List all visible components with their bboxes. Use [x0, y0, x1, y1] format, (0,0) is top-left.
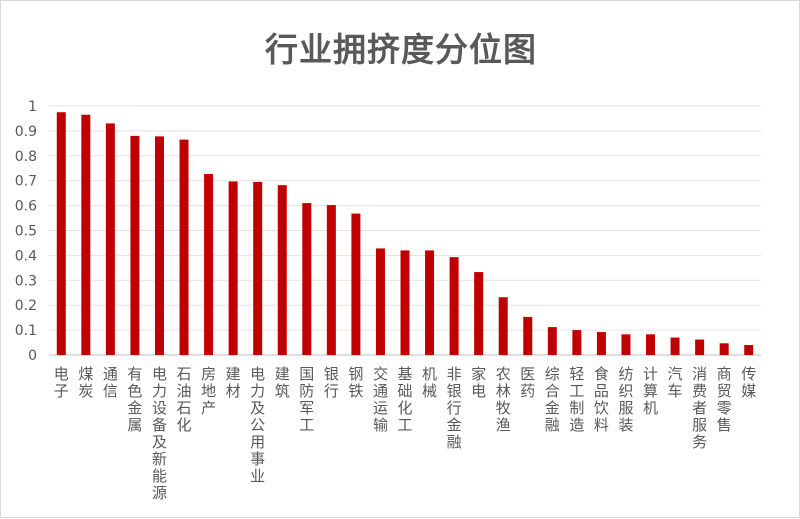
- x-tick-label: 食品饮料: [594, 365, 609, 434]
- bar: [744, 345, 754, 355]
- bar: [425, 250, 435, 355]
- bar: [400, 250, 410, 355]
- bar: [474, 272, 484, 355]
- bar: [670, 337, 680, 355]
- chart-title: 行业拥挤度分位图: [265, 30, 537, 69]
- bar: [351, 213, 361, 355]
- y-tick-label: 0: [28, 348, 37, 364]
- bar: [81, 114, 91, 355]
- x-tick-label: 建材: [226, 365, 241, 400]
- x-tick-label: 国防军工: [299, 365, 314, 434]
- bar: [302, 203, 312, 355]
- x-tick-label: 轻工制造: [569, 365, 584, 434]
- x-tick-label: 基础化工: [397, 365, 412, 434]
- x-tick-label: 电力及公用事业: [250, 365, 265, 485]
- x-tick-label: 汽车: [668, 365, 683, 400]
- bar: [375, 248, 385, 355]
- y-tick-label: 0.2: [15, 298, 37, 314]
- y-tick-label: 0.1: [15, 323, 37, 339]
- x-tick-label: 有色金属: [127, 365, 142, 434]
- bar: [105, 123, 115, 356]
- x-tick-label: 钢铁: [348, 365, 363, 400]
- y-tick-label: 1: [28, 99, 37, 115]
- bar: [621, 334, 631, 355]
- bar: [695, 339, 705, 355]
- y-tick-label: 0.9: [15, 124, 37, 140]
- bar: [277, 185, 287, 355]
- x-tick-label: 非银行金融: [447, 365, 462, 451]
- x-tick-label: 纺织服装: [618, 365, 633, 434]
- x-tick-label: 电子: [54, 365, 69, 400]
- bar: [523, 316, 533, 355]
- x-tick-label: 建筑: [275, 365, 290, 400]
- x-tick-label: 消费者服务: [692, 365, 707, 451]
- x-tick-label: 交通运输: [373, 365, 388, 434]
- x-tick-label: 计算机: [643, 365, 658, 417]
- bar: [572, 330, 582, 355]
- y-tick-label: 0.4: [15, 248, 37, 264]
- bar: [154, 136, 164, 355]
- x-tick-label: 商贸零售: [717, 365, 732, 434]
- bar: [179, 139, 189, 355]
- bar: [646, 334, 656, 355]
- x-tick-label: 综合金融: [545, 365, 560, 434]
- bar: [719, 343, 729, 355]
- x-tick-label: 石油石化: [177, 365, 192, 434]
- y-tick-label: 0.6: [15, 199, 37, 215]
- bar: [326, 205, 336, 355]
- x-tick-label: 电力设备及新能源: [152, 365, 167, 502]
- x-tick-label: 医药: [520, 365, 535, 400]
- y-tick-label: 0.5: [15, 224, 37, 240]
- x-tick-label: 煤炭: [78, 365, 93, 400]
- bar: [204, 173, 214, 355]
- bar: [449, 257, 459, 355]
- bar: [498, 297, 508, 355]
- x-tick-label: 房地产: [201, 365, 216, 417]
- y-tick-label: 0.7: [15, 174, 37, 190]
- bar: [228, 181, 238, 355]
- y-tick-label: 0.3: [15, 273, 37, 289]
- bar: [547, 327, 557, 355]
- x-tick-label: 银行: [324, 365, 339, 400]
- bar: [596, 332, 606, 355]
- x-tick-label: 机械: [422, 365, 437, 400]
- y-tick-label: 0.8: [15, 149, 37, 165]
- x-tick-label: 家电: [471, 365, 486, 400]
- x-tick-label: 传媒: [741, 365, 756, 400]
- bar: [130, 135, 140, 355]
- bar: [56, 112, 66, 355]
- x-tick-label: 农林牧渔: [496, 365, 511, 434]
- bar: [253, 181, 263, 355]
- x-tick-label: 通信: [103, 365, 118, 400]
